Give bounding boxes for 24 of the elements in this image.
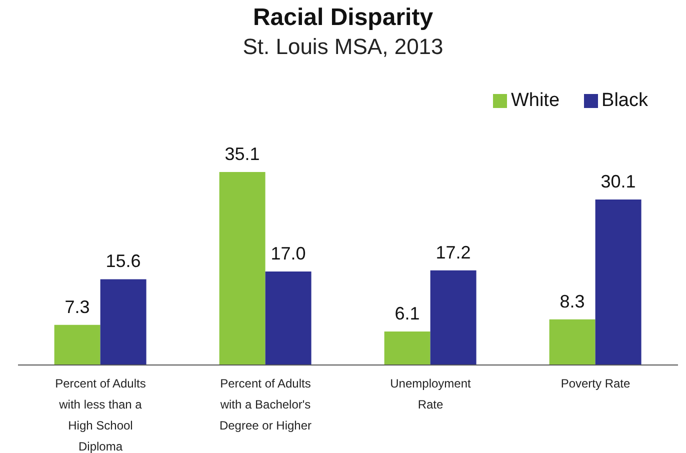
legend-label: Black: [602, 90, 648, 111]
bar: [549, 319, 596, 365]
x-tick-label: Unemployment Rate: [390, 376, 472, 412]
bar: [595, 199, 642, 365]
x-tick-label: Percent of Adults with a Bachelor's Degree or Higher: [219, 376, 312, 433]
data-label: 30.1: [600, 171, 636, 192]
bar: [430, 270, 476, 365]
data-label: 17.2: [436, 242, 471, 262]
data-label: 17.0: [270, 244, 306, 264]
bar: [384, 331, 430, 365]
x-tick-label: Poverty Rate: [560, 376, 630, 391]
bar: [265, 272, 312, 365]
bar: [219, 172, 266, 365]
data-label: 15.6: [106, 251, 141, 272]
bar: [54, 324, 100, 365]
data-label: 35.1: [224, 144, 260, 164]
x-tick-label: Percent of Adults with less than a High School Diploma: [55, 376, 146, 453]
legend-label: White: [510, 90, 560, 111]
chart-title: Racial Disparity: [252, 4, 434, 32]
chart-subtitle: St. Louis MSA, 2013: [242, 34, 444, 60]
data-label: 7.3: [64, 296, 90, 317]
bar: [100, 279, 146, 365]
data-label: 6.1: [394, 303, 420, 324]
data-label: 8.3: [560, 291, 585, 312]
